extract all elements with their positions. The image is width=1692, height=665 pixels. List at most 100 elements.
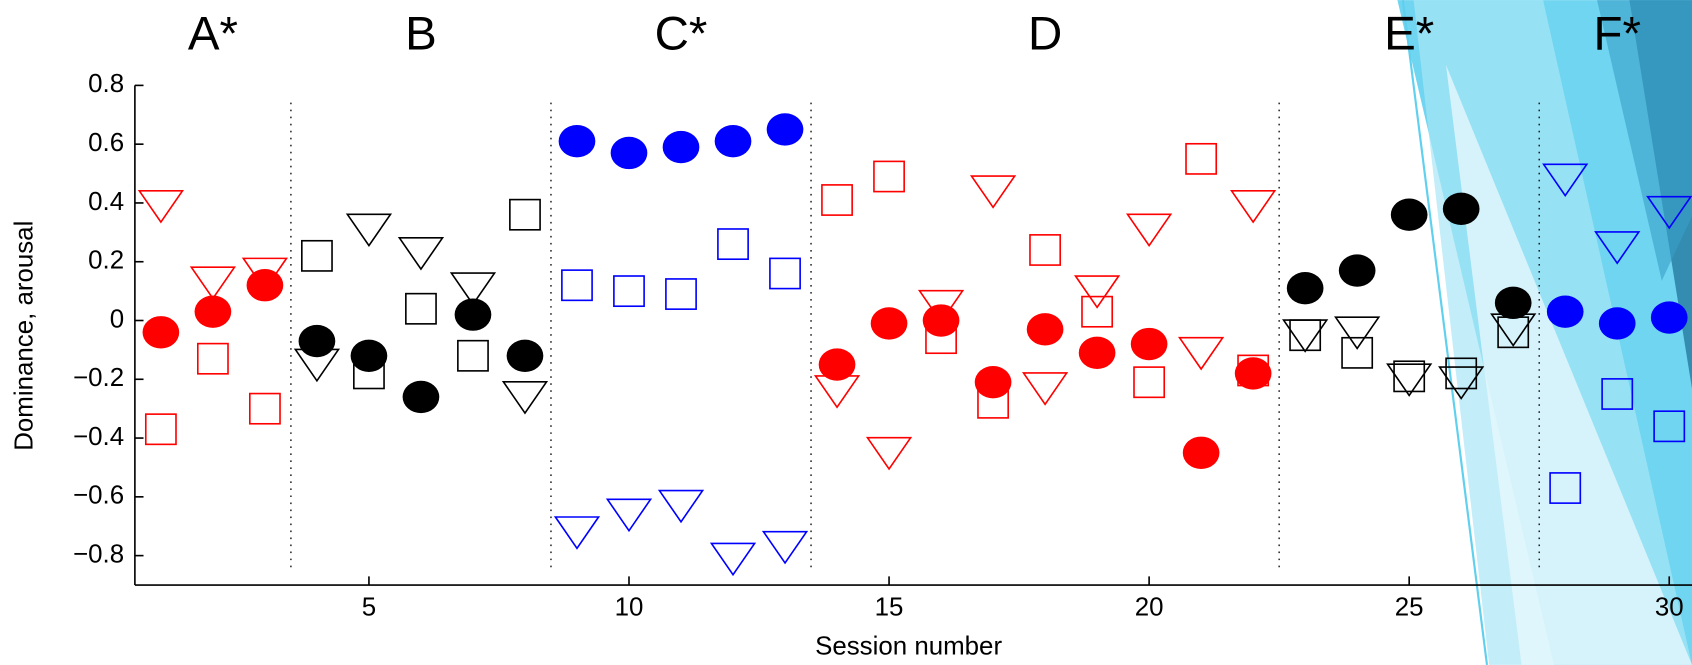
y-tick-label: −0.4 xyxy=(73,423,124,451)
y-tick-label: 0 xyxy=(110,305,124,333)
circle-marker xyxy=(1338,254,1376,287)
triangle-marker xyxy=(345,213,393,248)
x-tick-label: 5 xyxy=(362,594,376,622)
triangle-marker xyxy=(605,498,653,533)
triangle-marker xyxy=(969,175,1017,209)
square-marker xyxy=(196,342,229,375)
square-marker xyxy=(769,257,801,290)
triangle-marker xyxy=(501,380,549,415)
x-tick-label: 10 xyxy=(615,594,644,622)
circle-marker xyxy=(194,295,232,328)
x-tick-label: 30 xyxy=(1655,594,1684,622)
square-marker xyxy=(1601,378,1634,410)
triangle-marker xyxy=(1073,275,1121,309)
triangle-marker xyxy=(865,436,913,471)
triangle-marker xyxy=(449,272,497,306)
square-marker xyxy=(248,392,281,425)
triangle-marker xyxy=(397,236,445,271)
square-marker xyxy=(457,339,489,372)
circle-marker xyxy=(662,130,700,164)
triangle-marker xyxy=(189,266,237,300)
y-tick-label: 0.8 xyxy=(88,70,124,98)
square-marker xyxy=(1081,295,1114,328)
circle-marker xyxy=(974,366,1012,399)
square-marker xyxy=(1133,366,1166,399)
square-marker xyxy=(717,228,749,261)
circle-marker xyxy=(870,307,908,340)
triangle-marker xyxy=(761,530,809,565)
square-marker xyxy=(821,184,853,216)
triangle-marker xyxy=(137,189,185,224)
circle-marker xyxy=(298,324,336,358)
circle-marker xyxy=(558,125,596,158)
square-marker xyxy=(1445,357,1478,390)
y-tick-label: −0.2 xyxy=(73,364,124,392)
circle-marker xyxy=(1494,286,1532,320)
square-marker xyxy=(1393,360,1426,393)
circle-marker xyxy=(402,380,440,414)
triangle-marker xyxy=(709,542,757,577)
circle-marker xyxy=(922,304,960,337)
triangle-marker xyxy=(1646,195,1692,230)
square-marker xyxy=(665,278,697,310)
square-marker xyxy=(1653,410,1686,443)
triangle-marker xyxy=(1230,189,1277,224)
square-marker xyxy=(1029,234,1062,266)
circle-marker xyxy=(766,113,804,146)
circle-marker xyxy=(246,269,284,302)
triangle-marker xyxy=(1021,372,1069,406)
triangle-marker xyxy=(1334,316,1381,350)
square-marker xyxy=(1341,336,1374,369)
y-tick-label: −0.8 xyxy=(73,540,124,568)
circle-marker xyxy=(506,339,544,372)
square-marker xyxy=(561,269,593,302)
circle-marker xyxy=(454,298,492,331)
circle-marker xyxy=(1026,313,1064,346)
square-marker xyxy=(301,239,333,272)
circle-marker xyxy=(142,316,180,349)
triangle-marker xyxy=(1542,163,1589,198)
circle-marker xyxy=(818,348,856,381)
group-label: A* xyxy=(188,7,238,60)
decoration xyxy=(1397,0,1692,665)
x-tick-label: 15 xyxy=(875,594,904,622)
circle-marker xyxy=(1546,295,1584,328)
triangle-marker xyxy=(1125,213,1173,248)
circle-marker xyxy=(1286,271,1324,305)
x-tick-label: 20 xyxy=(1135,594,1164,622)
x-tick-label: 25 xyxy=(1395,594,1424,622)
x-axis-label: Session number xyxy=(815,632,1002,660)
triangle-marker xyxy=(657,489,705,524)
circle-marker xyxy=(1598,307,1636,340)
circle-marker xyxy=(350,339,388,372)
triangle-marker xyxy=(1594,231,1641,265)
y-tick-label: 0.6 xyxy=(88,129,124,157)
circle-marker xyxy=(1078,336,1116,370)
triangle-marker xyxy=(1178,336,1225,371)
square-marker xyxy=(144,413,177,446)
y-tick-label: 0.2 xyxy=(88,247,124,275)
square-marker xyxy=(1185,142,1218,175)
group-label: D xyxy=(1028,7,1062,60)
y-tick-label: −0.6 xyxy=(73,482,124,510)
group-label: C* xyxy=(655,7,708,60)
y-tick-label: 0.4 xyxy=(88,188,124,216)
circle-marker xyxy=(1650,301,1688,334)
square-marker xyxy=(405,292,437,325)
circle-marker xyxy=(1130,327,1168,361)
triangle-marker xyxy=(1282,319,1329,353)
circle-marker xyxy=(1390,198,1428,231)
group-label: E* xyxy=(1384,7,1434,60)
circle-marker xyxy=(1182,436,1220,469)
square-marker xyxy=(613,275,645,308)
y-axis-label: Dominance, arousal xyxy=(11,221,39,451)
triangle-marker xyxy=(553,516,601,550)
triangle-marker xyxy=(1386,363,1433,397)
square-marker xyxy=(873,160,905,193)
triangle-marker xyxy=(917,289,965,324)
group-label: F* xyxy=(1593,7,1640,60)
triangle-marker xyxy=(1438,366,1485,400)
circle-marker xyxy=(714,125,752,158)
circle-marker xyxy=(1234,357,1272,390)
